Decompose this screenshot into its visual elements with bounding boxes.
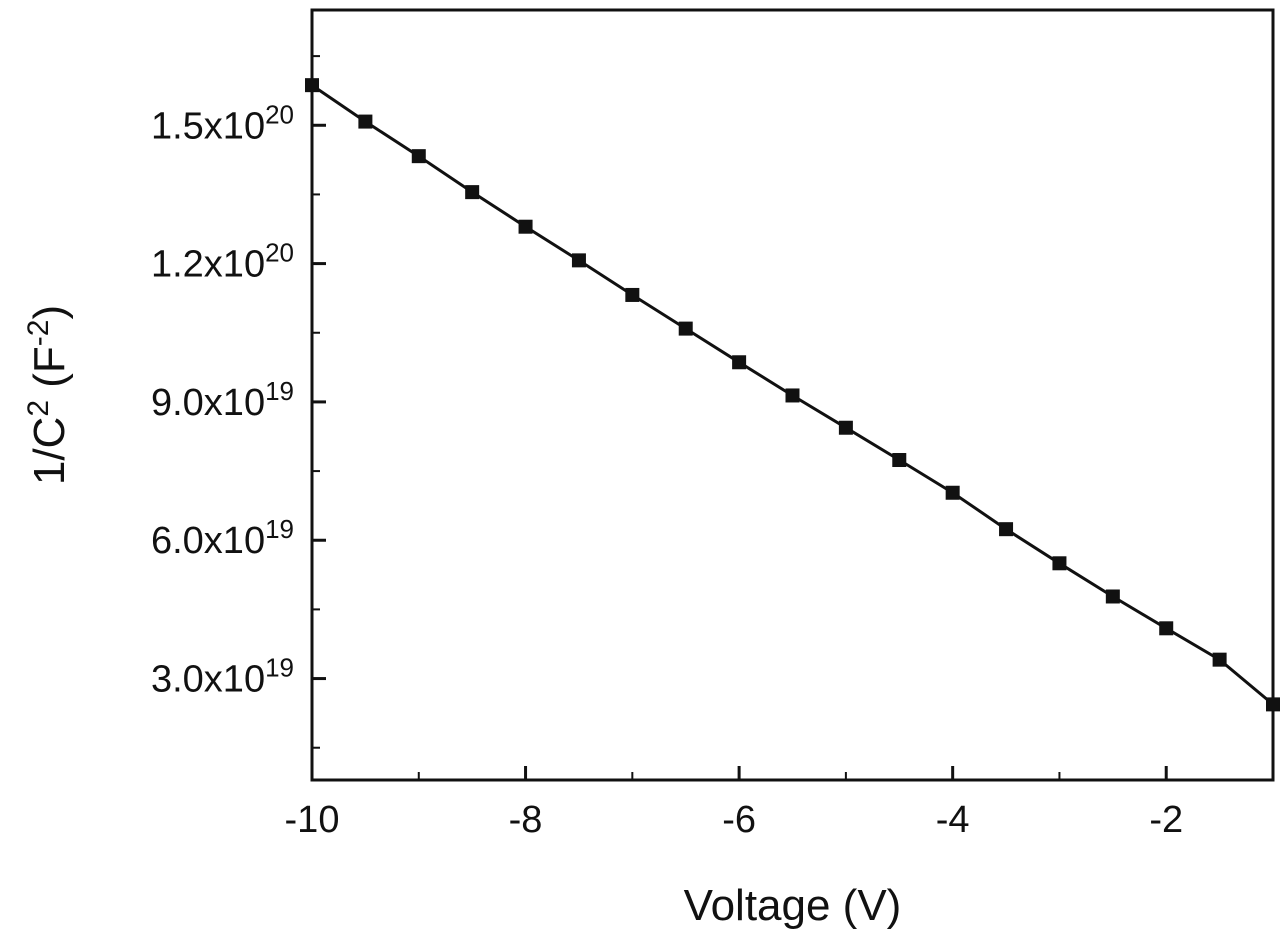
y-tick-exponent: 19	[265, 376, 294, 406]
data-point	[465, 185, 480, 200]
data-point	[1052, 556, 1067, 571]
y-tick-exponent: 19	[265, 514, 294, 544]
y-axis-title-suffix: )	[25, 305, 74, 320]
y-tick-mantissa: 6.0x10	[151, 520, 265, 562]
data-point	[518, 219, 533, 234]
y-axis-title-middle-sup: -2	[22, 320, 55, 347]
y-axis-title-prefix-sup: 2	[22, 400, 55, 417]
data-series	[305, 78, 1280, 712]
data-point	[945, 485, 960, 500]
data-point	[732, 355, 747, 370]
x-tick-label: -8	[509, 799, 543, 841]
y-tick-mantissa: 1.5x10	[151, 105, 265, 147]
x-tick-label: -10	[285, 799, 340, 841]
x-axis-title: Voltage (V)	[684, 881, 902, 930]
x-axis-ticks: -10 -8 -6 -4 -2	[285, 766, 1274, 841]
y-tick-exponent: 20	[265, 238, 294, 268]
data-point	[625, 287, 640, 302]
y-tick-label: 6.0x1019	[151, 514, 294, 562]
x-tick-label: -4	[936, 799, 970, 841]
data-point	[838, 420, 853, 435]
x-tick-label: -6	[722, 799, 756, 841]
data-point	[1212, 652, 1227, 667]
y-tick-mantissa: 1.2x10	[151, 244, 265, 286]
data-point	[1105, 589, 1120, 604]
data-point	[305, 78, 319, 93]
data-point	[411, 149, 426, 164]
y-tick-mantissa: 3.0x10	[151, 659, 265, 701]
data-point	[1266, 697, 1280, 712]
data-point	[678, 321, 693, 336]
plot-frame	[310, 8, 1275, 782]
data-point	[571, 253, 586, 268]
y-tick-mantissa: 9.0x10	[151, 382, 265, 424]
data-point	[999, 522, 1014, 537]
data-point	[892, 453, 907, 468]
x-tick-label: -2	[1149, 799, 1183, 841]
y-axis-title: 1/C2 (F-2)	[22, 305, 74, 485]
y-axis-title-middle: (F	[25, 346, 74, 400]
data-point	[358, 114, 373, 129]
data-point	[1159, 621, 1174, 636]
y-tick-label: 9.0x1019	[151, 376, 294, 424]
data-point	[785, 388, 800, 403]
y-tick-exponent: 19	[265, 653, 294, 683]
y-tick-label: 3.0x1019	[151, 653, 294, 701]
y-axis-title-prefix: 1/C	[25, 417, 74, 485]
y-tick-label: 1.5x1020	[151, 99, 294, 147]
y-tick-exponent: 20	[265, 99, 294, 129]
y-tick-label: 1.2x1020	[151, 238, 294, 286]
